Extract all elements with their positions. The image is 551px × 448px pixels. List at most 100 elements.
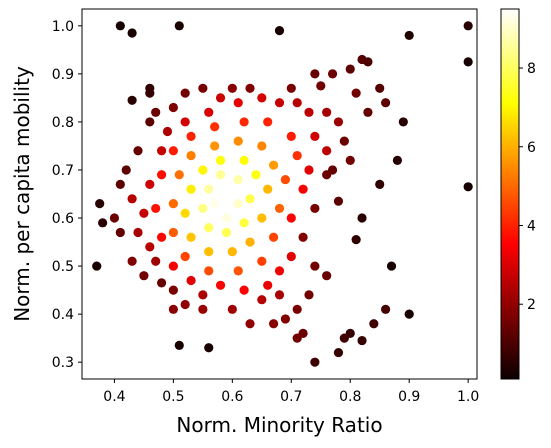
scatter-point — [245, 194, 255, 204]
scatter-point — [180, 117, 190, 127]
scatter-point — [156, 146, 167, 156]
scatter-point — [286, 251, 296, 262]
scatter-point — [304, 290, 314, 300]
colorbar-tick-label: 2 — [527, 297, 536, 313]
scatter-point — [156, 170, 167, 180]
scatter-point — [257, 256, 267, 266]
scatter-point — [239, 117, 249, 127]
x-tick-label: 0.5 — [162, 389, 184, 405]
scatter-point — [210, 141, 220, 151]
scatter-point — [404, 309, 414, 319]
scatter-point — [322, 271, 332, 281]
data-points — [92, 21, 473, 367]
scatter-point — [274, 98, 285, 108]
scatter-point — [174, 170, 184, 180]
scatter-point — [174, 340, 184, 350]
scatter-point — [227, 247, 237, 257]
scatter-point — [274, 266, 285, 276]
y-tick-label: 0.9 — [52, 67, 74, 83]
scatter-point — [363, 107, 373, 117]
scatter-point — [310, 69, 320, 79]
scatter-point — [322, 170, 332, 180]
y-axis-label: Norm. per capita mobility — [10, 66, 34, 322]
scatter-point — [168, 227, 178, 238]
y-axis: 0.3 0.4 0.5 0.6 0.7 0.8 0.9 1.0 — [52, 19, 82, 371]
scatter-point — [233, 98, 243, 108]
scatter-point — [204, 343, 214, 353]
scatter-point — [204, 184, 214, 194]
y-tick-label: 0.5 — [52, 259, 74, 275]
x-tick-label: 0.9 — [398, 389, 420, 405]
y-tick-label: 0.8 — [52, 115, 74, 131]
scatter-point — [215, 93, 226, 103]
scatter-point — [156, 278, 167, 288]
scatter-point — [168, 285, 178, 295]
scatter-point — [233, 136, 243, 146]
scatter-point — [115, 227, 125, 238]
scatter-point — [339, 136, 349, 146]
scatter-point — [186, 232, 196, 242]
scatter-point — [292, 333, 302, 343]
scatter-point — [180, 299, 190, 310]
scatter-point — [381, 304, 391, 314]
scatter-point — [233, 266, 243, 276]
scatter-point — [322, 107, 332, 117]
scatter-point — [398, 117, 408, 127]
scatter-point — [280, 174, 290, 185]
scatter-point — [204, 266, 214, 276]
scatter-point — [381, 98, 391, 108]
scatter-point — [257, 93, 267, 103]
scatter-point — [233, 174, 243, 185]
colorbar-tick-label: 6 — [527, 140, 536, 156]
scatter-point — [221, 213, 232, 223]
x-tick-label: 0.4 — [103, 389, 125, 405]
scatter-point — [269, 232, 279, 242]
y-tick-label: 0.7 — [52, 163, 74, 179]
scatter-point — [322, 146, 332, 156]
scatter-point — [168, 102, 178, 113]
scatter-point — [263, 117, 273, 127]
scatter-point — [115, 21, 125, 31]
scatter-point — [316, 81, 326, 91]
scatter-point — [198, 165, 208, 175]
scatter-point — [357, 54, 367, 65]
scatter-point — [215, 170, 226, 180]
scatter-point — [198, 304, 208, 314]
scatter-point — [269, 160, 279, 170]
scatter-point — [304, 107, 314, 117]
y-tick-label: 0.6 — [52, 211, 74, 227]
scatter-point — [204, 247, 214, 257]
scatter-point — [115, 179, 125, 189]
scatter-point — [298, 184, 308, 194]
scatter-point — [263, 280, 273, 290]
scatter-point — [304, 165, 314, 175]
scatter-point — [298, 232, 308, 242]
scatter-point — [310, 357, 320, 367]
scatter-point — [215, 155, 226, 165]
scatter-point — [245, 83, 255, 93]
scatter-point — [133, 146, 143, 156]
scatter-point — [127, 194, 137, 204]
scatter-point — [186, 131, 196, 141]
scatter-point — [357, 213, 367, 223]
scatter-point — [274, 290, 285, 300]
scatter-point — [95, 199, 105, 209]
scatter-point — [210, 199, 220, 209]
scatter-point — [156, 232, 167, 242]
x-tick-label: 0.8 — [339, 389, 361, 405]
colorbar-frame — [500, 8, 520, 380]
scatter-point — [204, 107, 214, 117]
scatter-point — [345, 155, 355, 165]
scatter-point — [257, 141, 267, 151]
scatter-point — [180, 88, 190, 98]
scatter-point — [151, 203, 161, 214]
scatter-point — [174, 21, 184, 31]
scatter-point — [257, 213, 267, 223]
scatter-point — [227, 304, 237, 314]
y-tick-label: 0.4 — [52, 307, 74, 323]
scatter-point — [375, 179, 385, 189]
scatter-point — [351, 88, 361, 98]
scatter-point — [286, 213, 296, 223]
scatter-point — [333, 196, 344, 206]
